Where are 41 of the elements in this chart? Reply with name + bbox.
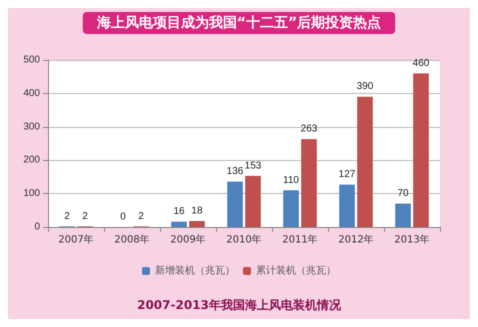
data-label: 127 <box>338 169 356 180</box>
legend-label: 累计装机（兆瓦） <box>256 264 336 276</box>
bar <box>171 222 187 227</box>
data-label: 2 <box>64 210 70 222</box>
bar <box>413 73 429 227</box>
y-tick-label: 400 <box>23 88 40 99</box>
y-tick-label: 0 <box>34 222 40 232</box>
bar <box>395 204 411 227</box>
data-label: 16 <box>173 206 186 218</box>
bar <box>283 190 299 227</box>
y-tick-label: 100 <box>23 188 40 200</box>
bar <box>227 182 243 227</box>
x-tick-label: 2007年 <box>58 234 94 246</box>
bar <box>245 176 261 227</box>
text: 2007-2013年我国海上风电装机情况 <box>137 298 342 312</box>
data-label: 153 <box>244 160 262 172</box>
bar <box>301 139 317 227</box>
data-label: 460 <box>412 58 430 69</box>
x-tick-label: 2010年 <box>226 234 262 246</box>
x-tick-label: 2008年 <box>114 234 150 246</box>
y-tick-label: 200 <box>23 154 40 166</box>
chart-title: 海上风电项目成为我国“十二五”后期投资热点 <box>96 14 382 31</box>
data-label: 390 <box>356 81 374 92</box>
x-tick-label: 2011年 <box>282 234 318 246</box>
y-tick-label: 500 <box>23 54 40 66</box>
data-label: 110 <box>283 174 300 186</box>
bar <box>357 96 373 227</box>
data-label: 2 <box>138 210 144 222</box>
bar <box>189 220 205 227</box>
x-tick-label: 2009年 <box>170 234 206 246</box>
bar <box>339 184 355 227</box>
data-label: 2 <box>82 210 88 222</box>
data-label: 0 <box>120 212 126 222</box>
data-label: 263 <box>300 124 318 135</box>
legend-label: 新增装机（兆瓦） <box>155 264 235 276</box>
x-tick-label: 2013年 <box>394 234 430 246</box>
y-tick-label: 300 <box>23 121 40 132</box>
x-tick-label: 2012年 <box>338 234 374 246</box>
data-label: 18 <box>191 205 203 216</box>
data-label: 70 <box>397 188 410 200</box>
data-label: 136 <box>226 166 244 178</box>
